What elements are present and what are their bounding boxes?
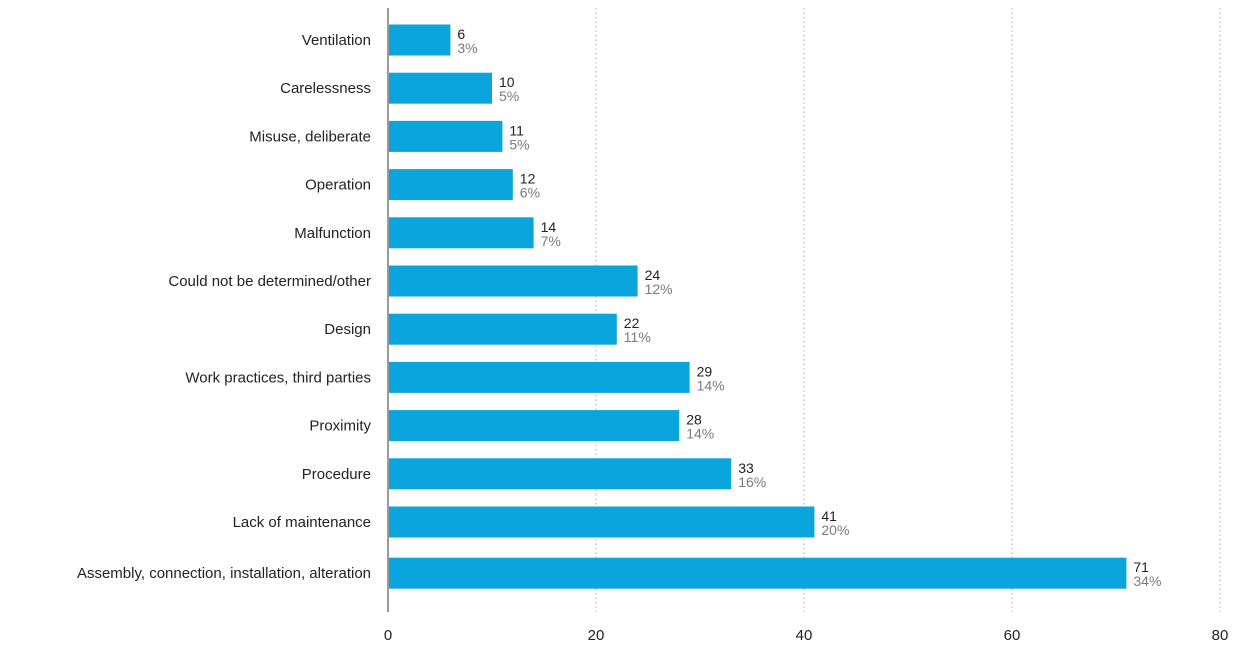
bar-1 [388,72,492,104]
percent-label-4: 7% [541,233,561,249]
percent-label-7: 14% [697,377,725,393]
bar-11 [388,557,1127,589]
bar-4 [388,217,534,249]
percent-label-10: 20% [821,522,849,538]
category-label-0: Ventilation [302,32,371,49]
bar-8 [388,410,680,442]
category-label-11: Assembly, connection, installation, alte… [77,565,371,582]
value-label-10: 41 [821,508,837,524]
percent-label-1: 5% [499,88,519,104]
category-label-6: Design [324,321,371,338]
category-label-8: Proximity [309,418,371,435]
percent-label-8: 14% [686,426,714,442]
gridlines [595,8,1221,612]
value-label-4: 14 [541,219,557,235]
percent-label-0: 3% [457,40,477,56]
labels: Ventilation 63%Carelessness 105%Misuse, de… [77,26,1161,589]
category-label-5: Could not be determined/other [168,273,371,290]
category-label-3: Operation [305,177,371,194]
x-tick-label-20: 20 [588,627,605,644]
bar-2 [388,120,503,152]
bar-0 [388,24,451,56]
x-tick-label-0: 0 [384,627,392,644]
percent-label-9: 16% [738,474,766,490]
bar-6 [388,313,617,345]
x-tick-label-60: 60 [1004,627,1021,644]
category-label-4: Malfunction [294,225,371,242]
bar-3 [388,169,513,201]
bar-10 [388,506,815,538]
category-label-1: Carelessness [280,80,371,97]
value-label-0: 6 [457,26,465,42]
percent-label-3: 6% [520,185,540,201]
value-label-2: 11 [509,122,524,138]
percent-label-2: 5% [509,136,529,152]
bars [388,24,1127,589]
value-label-5: 24 [645,267,661,283]
value-label-3: 12 [520,171,536,187]
x-axis-ticks: 0 20 40 60 80 [384,627,1229,644]
percent-label-5: 12% [645,281,673,297]
category-label-2: Misuse, deliberate [249,128,371,145]
value-label-1: 10 [499,74,515,90]
value-label-6: 22 [624,315,640,331]
category-label-7: Work practices, third parties [185,369,371,386]
category-label-10: Lack of maintenance [233,514,371,531]
value-label-8: 28 [686,412,702,428]
x-tick-label-80: 80 [1212,627,1229,644]
category-label-9: Procedure [302,466,371,483]
bar-9 [388,458,732,490]
percent-label-6: 11% [624,329,651,345]
percent-label-11: 34% [1133,573,1161,589]
value-label-7: 29 [697,363,713,379]
value-label-11: 71 [1133,559,1149,575]
bar-7 [388,361,690,393]
value-label-9: 33 [738,460,754,476]
bar-5 [388,265,638,297]
x-tick-label-40: 40 [796,627,813,644]
